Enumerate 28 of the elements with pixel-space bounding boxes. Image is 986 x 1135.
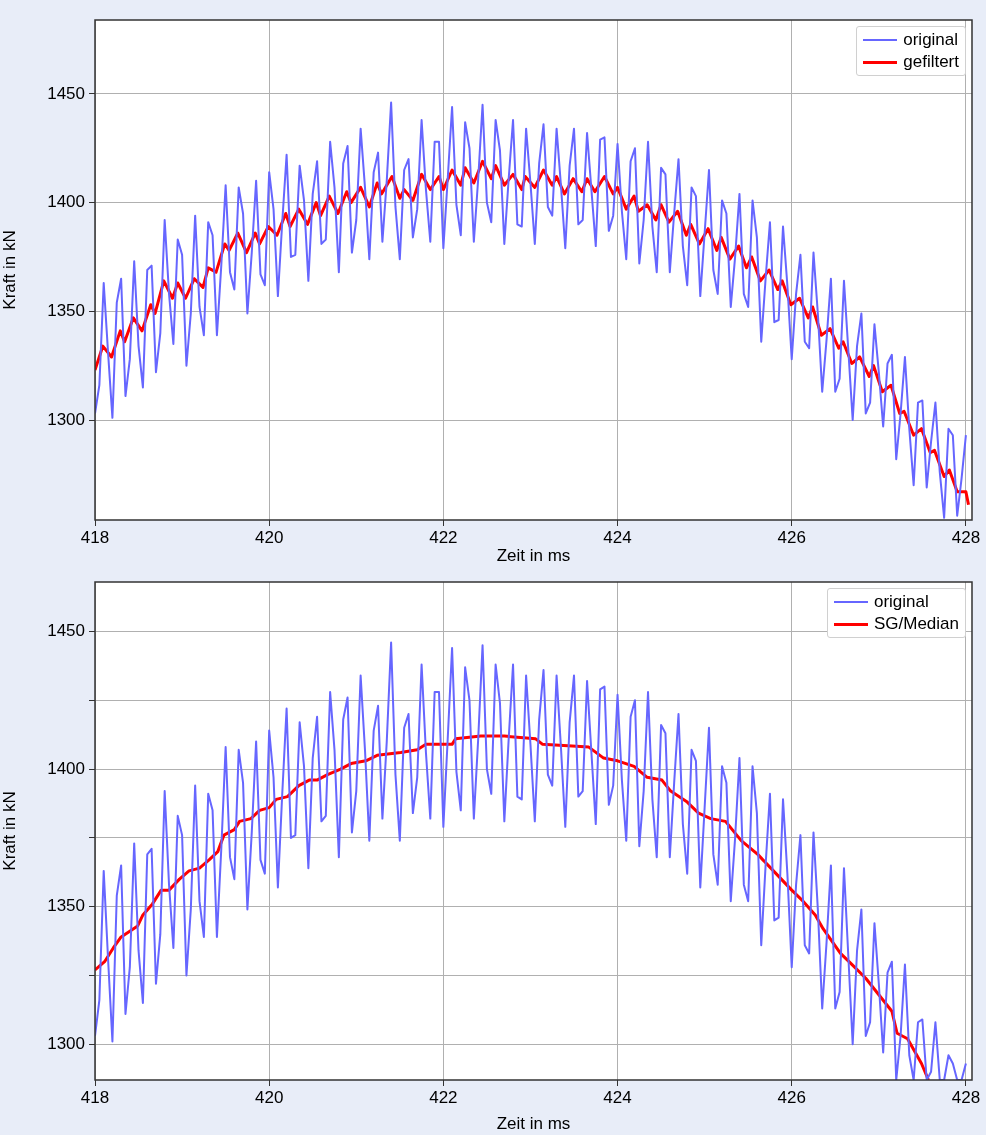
x-tick-label: 422 bbox=[429, 527, 458, 547]
y-tick-label: 1300 bbox=[47, 1033, 85, 1053]
y-tick-label: 1350 bbox=[47, 300, 85, 320]
x-tick-label: 428 bbox=[951, 527, 981, 547]
x-tick-label: 418 bbox=[80, 527, 110, 547]
y-tick-label: 1450 bbox=[47, 621, 85, 641]
x-tick-label: 426 bbox=[777, 1087, 806, 1107]
legend-label: SG/Median bbox=[873, 613, 959, 635]
x-axis-title: Zeit in ms bbox=[496, 546, 571, 566]
y-tick-label: 1350 bbox=[47, 896, 85, 916]
x-tick-label: 424 bbox=[603, 1087, 632, 1107]
y-tick-label: 1450 bbox=[47, 83, 85, 103]
x-tick-label: 422 bbox=[429, 1087, 458, 1107]
x-tick-label: 418 bbox=[80, 1087, 110, 1107]
x-tick-label: 428 bbox=[951, 1087, 981, 1107]
x-tick-label: 424 bbox=[603, 527, 632, 547]
legend-label: original bbox=[903, 29, 959, 51]
legend-label: original bbox=[873, 591, 929, 613]
y-axis-title: Kraft in kN bbox=[0, 791, 19, 871]
y-tick-label: 1300 bbox=[47, 409, 85, 429]
x-tick-label: 426 bbox=[777, 527, 806, 547]
x-axis-title: Zeit in ms bbox=[496, 1114, 571, 1134]
y-tick-label: 1400 bbox=[47, 192, 85, 212]
x-tick-label: 420 bbox=[254, 1087, 284, 1107]
x-tick-label: 420 bbox=[254, 527, 284, 547]
y-axis-title: Kraft in kN bbox=[0, 230, 19, 310]
y-tick-label: 1400 bbox=[47, 758, 85, 778]
legend-label: gefiltert bbox=[903, 51, 959, 73]
